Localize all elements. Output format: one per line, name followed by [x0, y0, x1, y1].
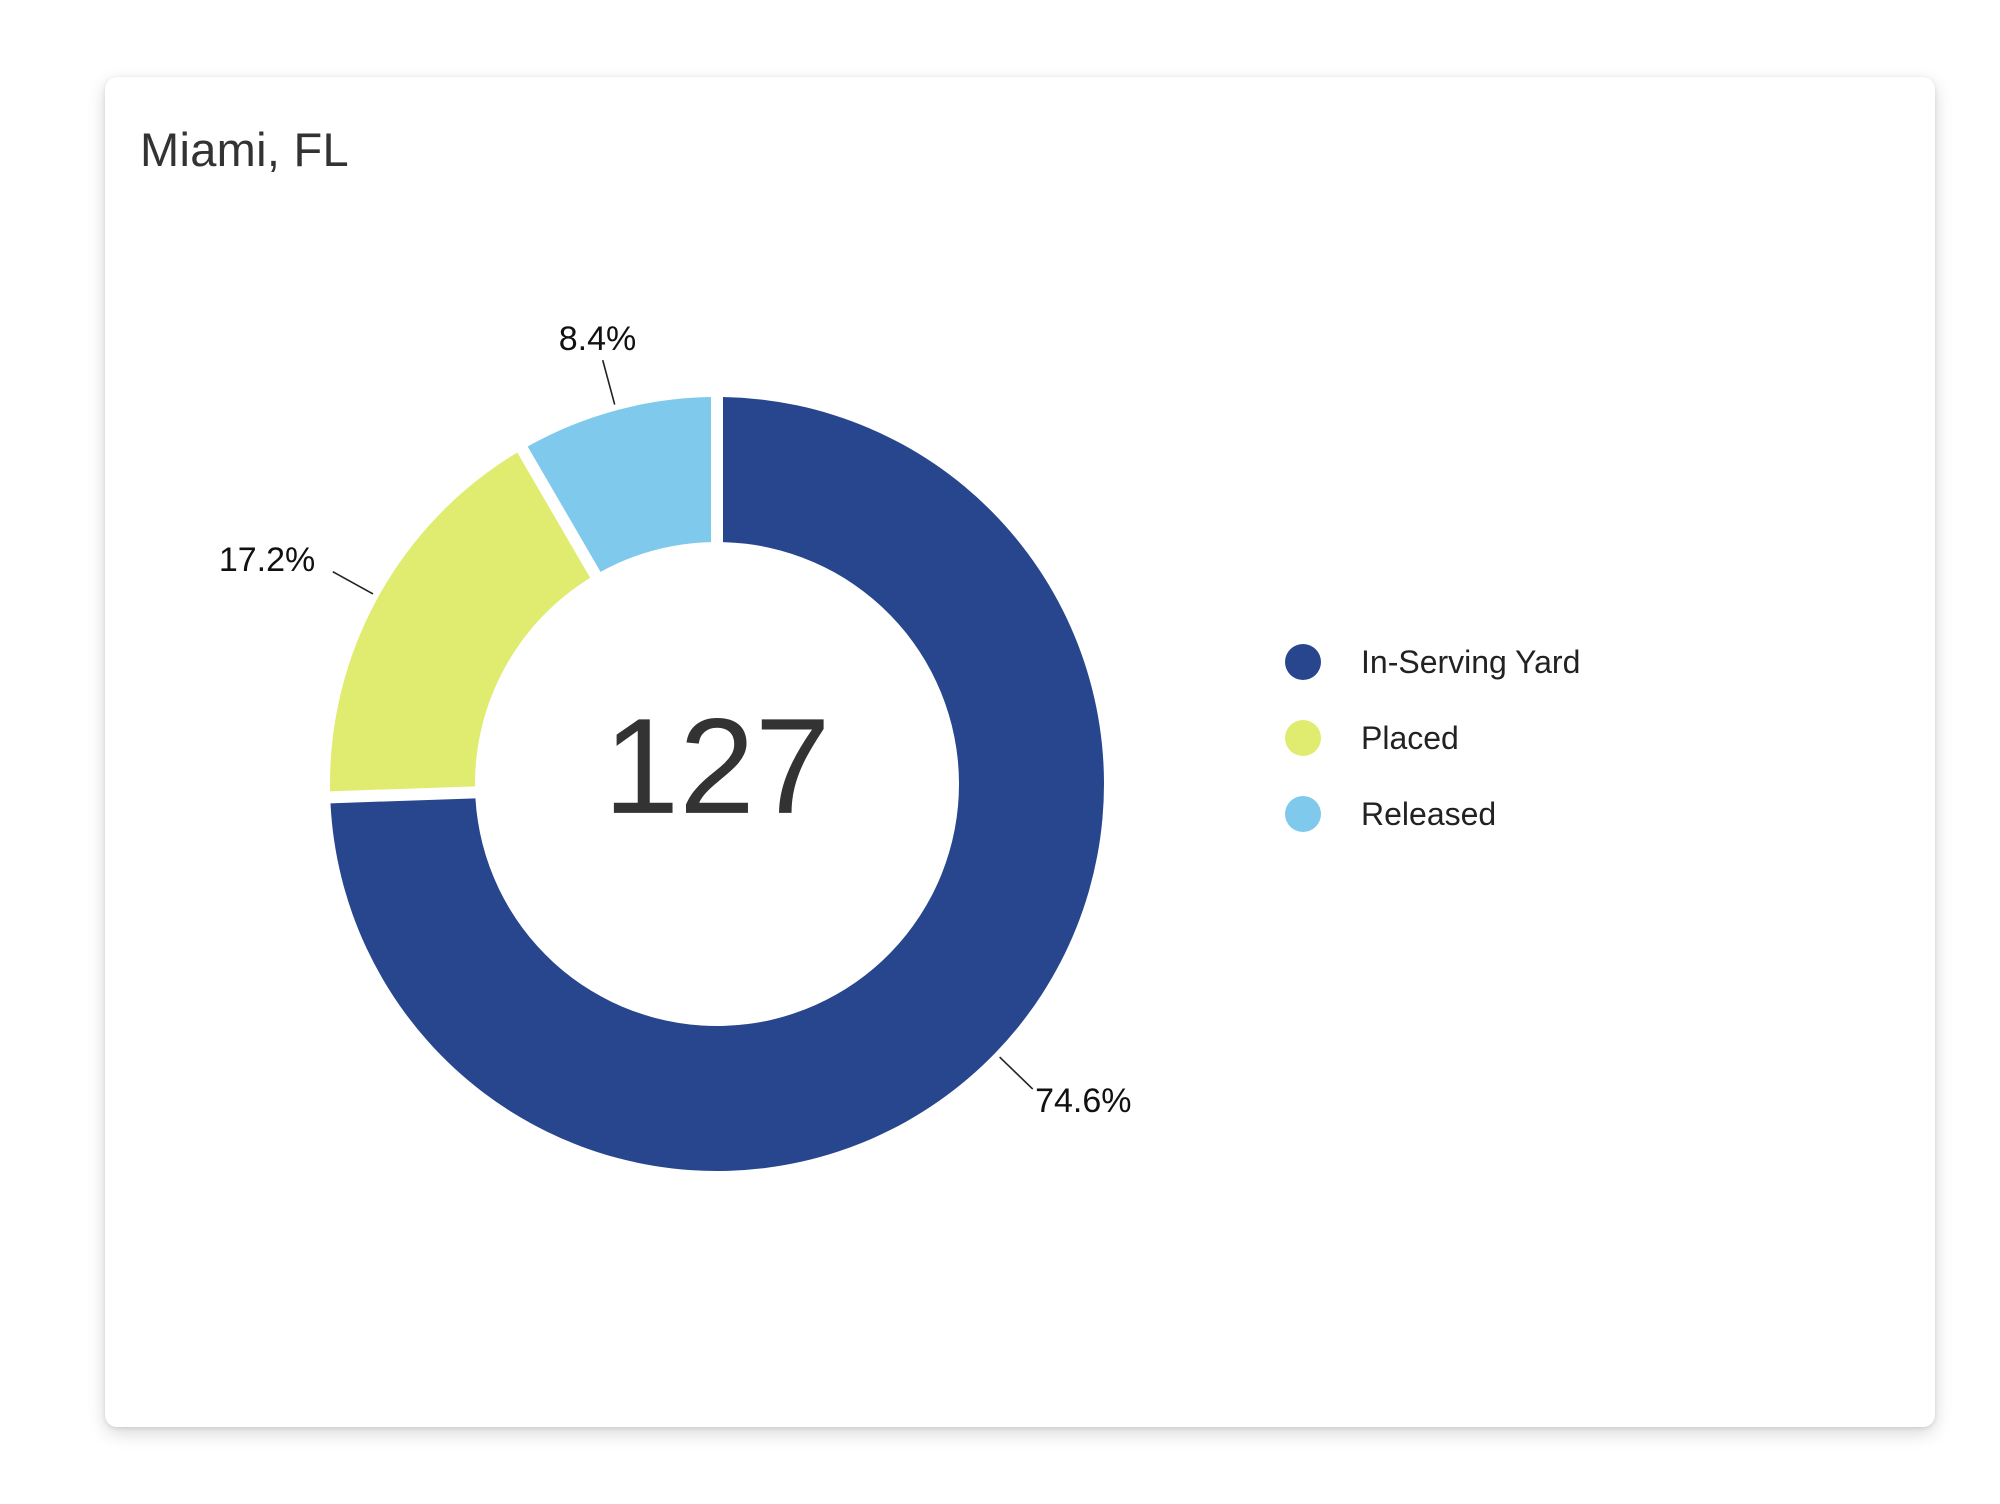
donut-chart: 74.6% 17.2% 8.4% 127 [219, 320, 1132, 1172]
legend-item-in-serving-yard[interactable]: In-Serving Yard [1285, 637, 1580, 687]
percent-label-in-serving-yard: 74.6% [1035, 1082, 1131, 1120]
donut-slices [330, 397, 1104, 1172]
slice-in-serving-yard [330, 397, 1104, 1172]
legend-label-placed: Placed [1361, 719, 1459, 756]
legend-item-released[interactable]: Released [1285, 789, 1580, 839]
label-leaders [332, 359, 1034, 1090]
legend-swatch-in-serving-yard [1285, 644, 1321, 680]
slice-labels: 74.6% 17.2% 8.4% [219, 320, 1132, 1120]
legend-item-placed[interactable]: Placed [1285, 713, 1580, 763]
legend-swatch-released [1285, 796, 1321, 832]
chart-legend: In-Serving Yard Placed Released [1285, 637, 1580, 865]
legend-label-in-serving-yard: In-Serving Yard [1361, 643, 1581, 680]
percent-label-released: 8.4% [559, 320, 637, 358]
leader-line-released [601, 359, 616, 405]
legend-label-released: Released [1361, 795, 1497, 832]
legend-swatch-placed [1285, 720, 1321, 756]
leader-line-placed [332, 570, 374, 595]
chart-card: Miami, FL 74.6% 17.2% 8.4% 127 In-Serving … [105, 77, 1935, 1427]
leader-line-in-serving-yard [999, 1056, 1034, 1090]
card-title: Miami, FL [140, 123, 349, 176]
slice-released [527, 397, 712, 572]
center-total: 127 [604, 690, 831, 842]
percent-label-placed: 17.2% [219, 541, 315, 579]
slice-placed [330, 452, 591, 792]
